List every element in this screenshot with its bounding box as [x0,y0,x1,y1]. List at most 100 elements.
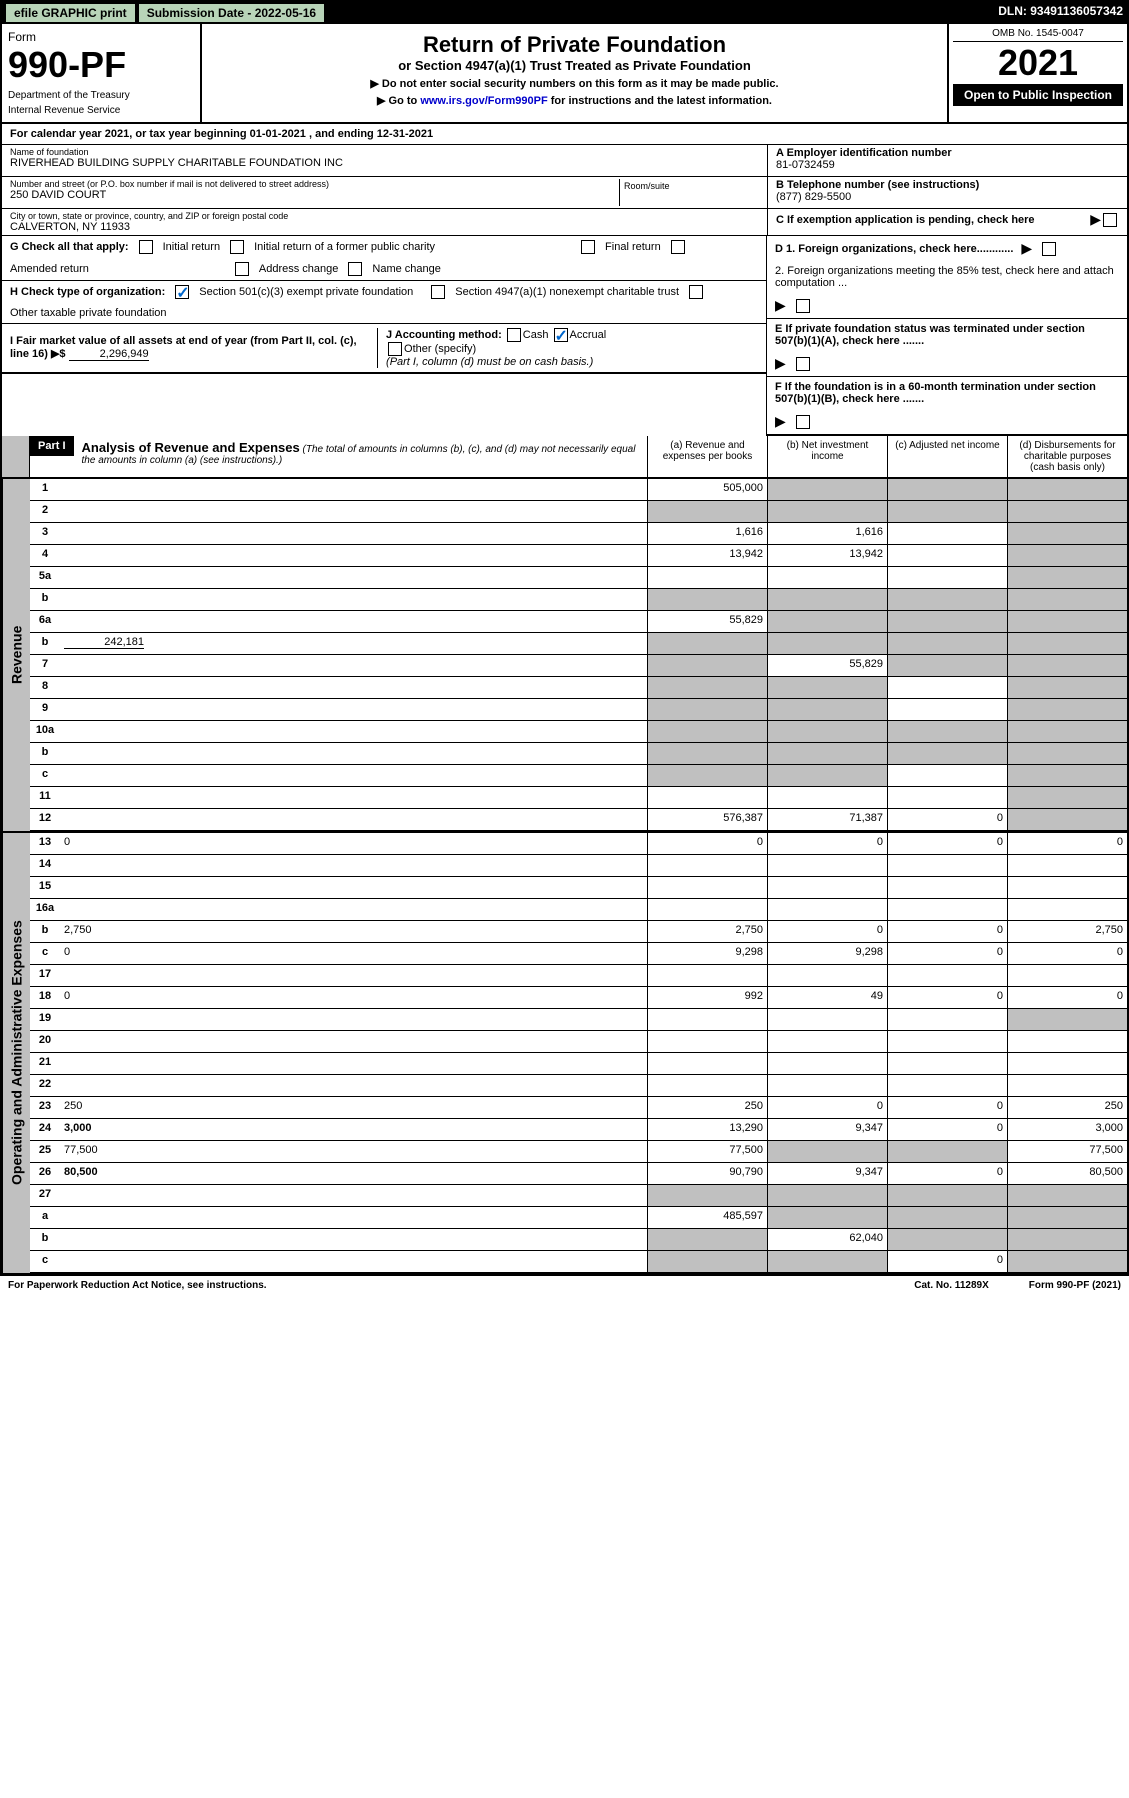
value-cell-d: 0 [1007,833,1127,854]
g1-checkbox[interactable] [139,240,153,254]
col-b-header: (b) Net investment income [767,436,887,477]
line-number: b [30,921,60,942]
line-number: 2 [30,501,60,522]
part1-label: Part I [30,436,74,456]
line-description [60,1251,647,1272]
value-cell-d [1007,877,1127,898]
value-cell-d [1007,899,1127,920]
line-description: 3,000 [60,1119,647,1140]
value-cell-d [1007,611,1127,632]
value-cell-c: 0 [887,987,1007,1008]
line-description: 77,500 [60,1141,647,1162]
h3-checkbox[interactable] [689,285,703,299]
table-row: 8 [30,677,1127,699]
table-row: 21 [30,1053,1127,1075]
h1-checkbox[interactable] [175,285,189,299]
value-cell-a [647,1251,767,1272]
value-cell-a: 13,942 [647,545,767,566]
efile-label[interactable]: efile GRAPHIC print [6,4,135,22]
value-cell-b: 9,347 [767,1119,887,1140]
value-cell-a [647,855,767,876]
g-label: G Check all that apply: [10,241,129,253]
value-cell-d [1007,1185,1127,1206]
value-cell-b: 1,616 [767,523,887,544]
line-description [60,721,647,742]
footer-left: For Paperwork Reduction Act Notice, see … [8,1280,267,1291]
value-cell-a: 992 [647,987,767,1008]
line-number: 10a [30,721,60,742]
value-cell-a [647,699,767,720]
arrow-icon: ▶ [1021,240,1032,257]
arrow-icon: ▶ [1090,211,1101,228]
arrow-icon: ▶ [775,297,786,314]
value-cell-b [767,1009,887,1030]
footer-right: Form 990-PF (2021) [1029,1280,1121,1291]
value-cell-a: 576,387 [647,809,767,830]
value-cell-b [767,1207,887,1228]
value-cell-a [647,501,767,522]
line-number: 8 [30,677,60,698]
line-description: 0 [60,987,647,1008]
value-cell-c [887,721,1007,742]
value-cell-d: 250 [1007,1097,1127,1118]
j2-checkbox[interactable] [554,328,568,342]
h2-checkbox[interactable] [431,285,445,299]
line-description: 250 [60,1097,647,1118]
line-description: 0 [60,943,647,964]
table-row: 755,829 [30,655,1127,677]
value-cell-a [647,765,767,786]
value-cell-a [647,1185,767,1206]
value-cell-c [887,743,1007,764]
value-cell-d [1007,655,1127,676]
line-number: b [30,633,60,654]
note2: ▶ Go to www.irs.gov/Form990PF for instru… [210,94,939,107]
form-label: Form [8,30,194,44]
c-checkbox[interactable] [1103,213,1117,227]
value-cell-b [767,1053,887,1074]
value-cell-b [767,567,887,588]
g3-checkbox[interactable] [581,240,595,254]
calendar-year: For calendar year 2021, or tax year begi… [2,124,1127,145]
dept: Department of the Treasury [8,90,194,101]
g5-checkbox[interactable] [235,262,249,276]
table-row: 10a [30,721,1127,743]
d2-checkbox[interactable] [796,299,810,313]
line-number: 3 [30,523,60,544]
value-cell-b [767,1031,887,1052]
j3-checkbox[interactable] [388,342,402,356]
e-checkbox[interactable] [796,357,810,371]
value-cell-d: 0 [1007,943,1127,964]
table-row: 2577,50077,50077,500 [30,1141,1127,1163]
value-cell-d [1007,743,1127,764]
table-row: 2 [30,501,1127,523]
value-cell-c [887,655,1007,676]
table-row: 413,94213,942 [30,545,1127,567]
value-cell-b [767,611,887,632]
line-description: 242,181 [60,633,647,654]
city-label: City or town, state or province, country… [10,211,759,221]
line-number: 15 [30,877,60,898]
value-cell-c [887,699,1007,720]
form-title: Return of Private Foundation [210,32,939,58]
g4-checkbox[interactable] [671,240,685,254]
addr: 250 DAVID COURT [10,189,619,201]
ein: 81-0732459 [776,159,1119,171]
c-label: C If exemption application is pending, c… [776,214,1035,226]
value-cell-b [767,1141,887,1162]
line-number: b [30,589,60,610]
value-cell-b: 13,942 [767,545,887,566]
g2-checkbox[interactable] [230,240,244,254]
d1-checkbox[interactable] [1042,242,1056,256]
value-cell-c [887,501,1007,522]
line-number: 27 [30,1185,60,1206]
value-cell-a [647,899,767,920]
f-checkbox[interactable] [796,415,810,429]
g6-checkbox[interactable] [348,262,362,276]
j1-checkbox[interactable] [507,328,521,342]
value-cell-a: 55,829 [647,611,767,632]
irs-link[interactable]: www.irs.gov/Form990PF [420,95,547,107]
value-cell-d: 2,750 [1007,921,1127,942]
line-number: 12 [30,809,60,830]
line-description [60,743,647,764]
value-cell-d [1007,765,1127,786]
